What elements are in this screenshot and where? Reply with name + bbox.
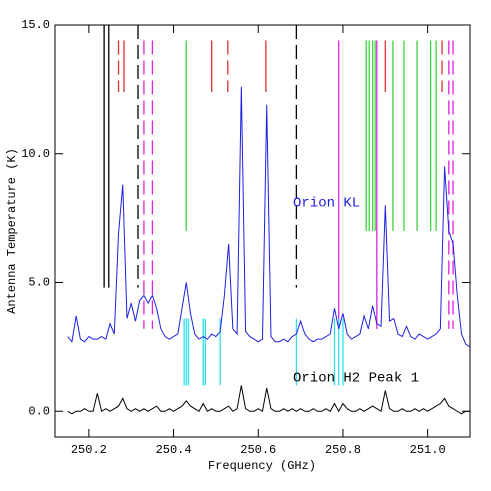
x-axis-label: Frequency (GHz) [208, 459, 316, 473]
spectrum-line [67, 385, 470, 415]
y-tick-label: 5.0 [28, 276, 50, 290]
y-tick-label: 15.0 [21, 18, 50, 32]
x-tick-label: 250.2 [71, 443, 107, 457]
series-label: Orion H2 Peak 1 [293, 371, 419, 387]
series-label: Orion KL [293, 196, 360, 212]
x-tick-label: 251.0 [410, 443, 446, 457]
x-tick-label: 250.8 [325, 443, 361, 457]
x-tick-label: 250.4 [156, 443, 192, 457]
x-tick-label: 250.6 [240, 443, 276, 457]
spectrum-line [67, 86, 471, 348]
plot-frame [54, 24, 471, 438]
y-axis-label: Antenna Temperature (K) [5, 148, 19, 314]
y-tick-label: 10.0 [21, 147, 50, 161]
y-tick-label: 0.0 [28, 404, 50, 418]
